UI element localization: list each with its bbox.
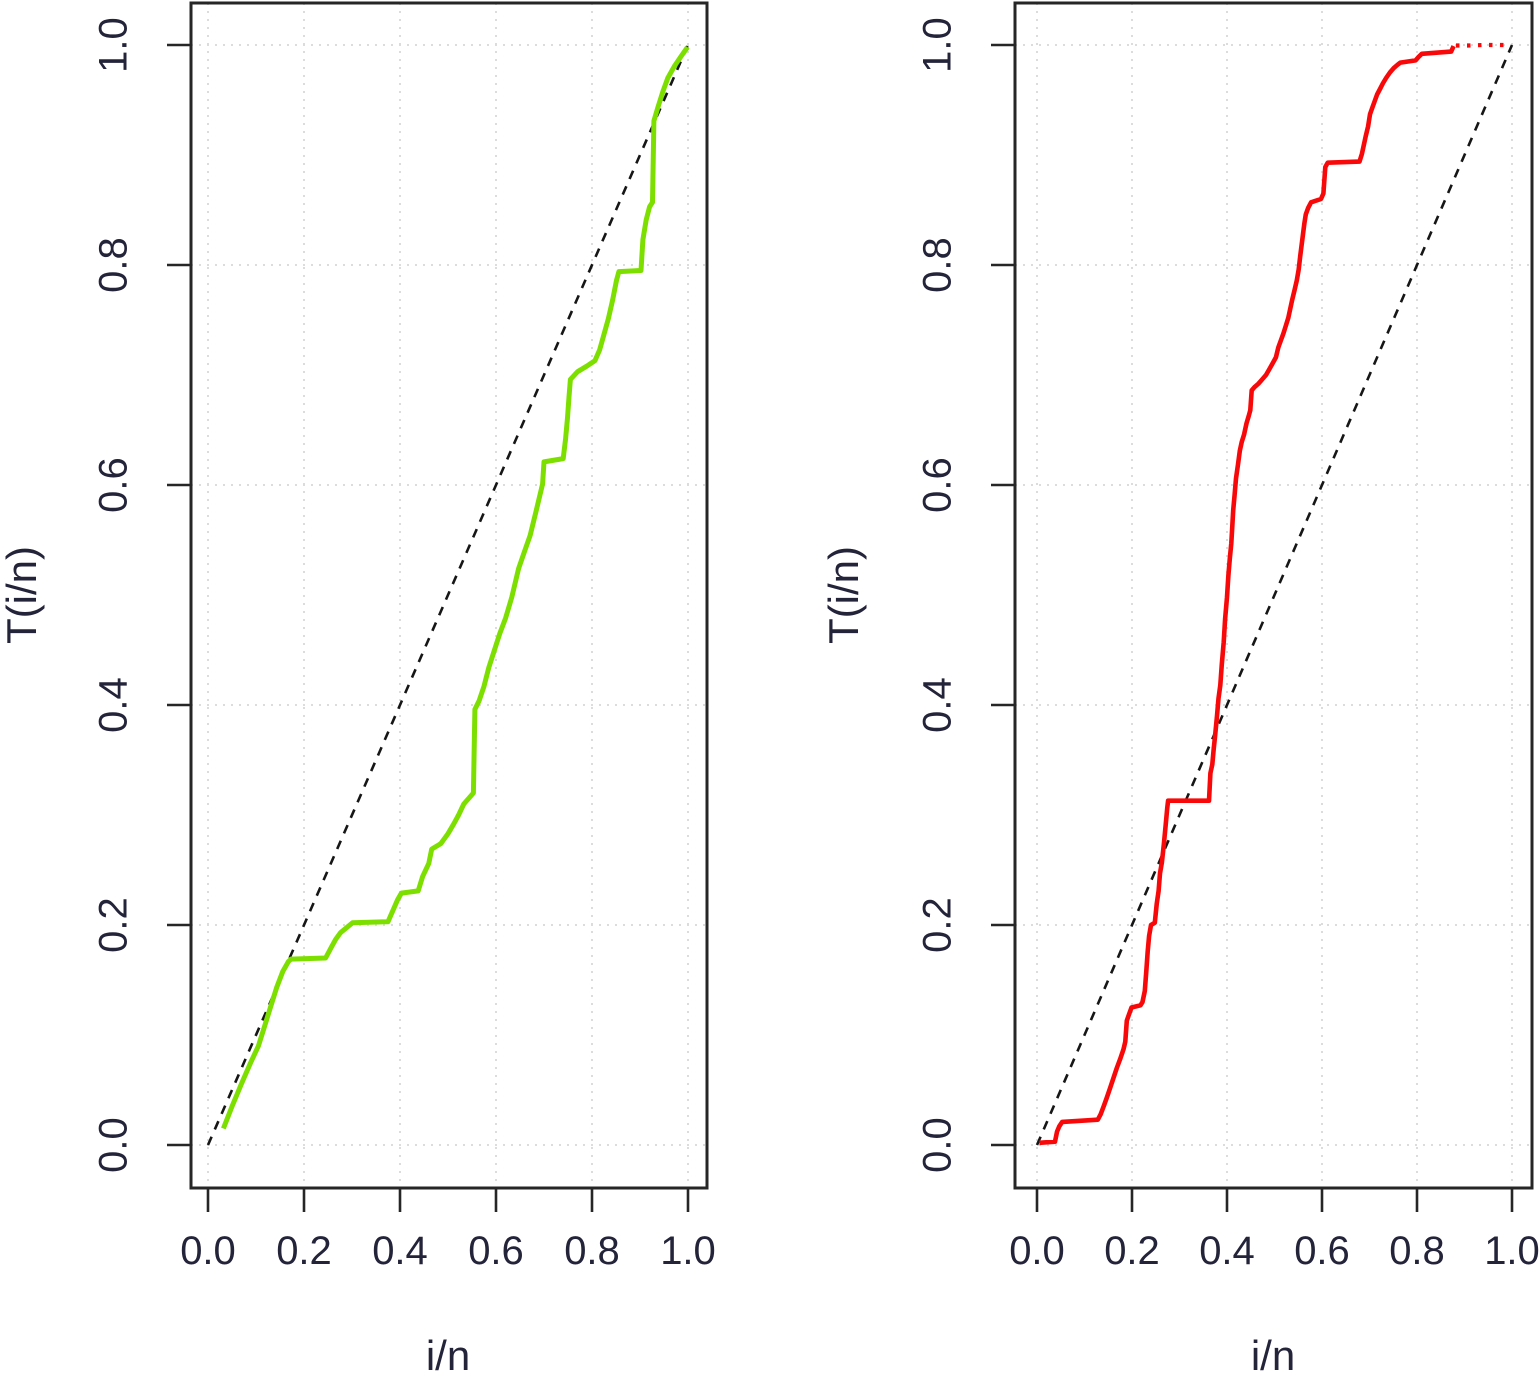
x-tick-label: 0.6 bbox=[1294, 1229, 1350, 1273]
reference-diagonal bbox=[1035, 44, 1514, 1146]
panel-left: 0.0 0.2 0.4 0.6 0.8 1.0 0.0 0.2 0.4 0.6 0.8 1.0 i/n T… bbox=[0, 1, 716, 1379]
y-axis-title: T(i/n) bbox=[820, 546, 867, 644]
y-tick-label: 0.2 bbox=[916, 897, 960, 953]
x-tick-label: 1.0 bbox=[660, 1229, 716, 1273]
x-tick-label: 0.2 bbox=[1104, 1229, 1160, 1273]
y-tick-label: 1.0 bbox=[92, 17, 136, 73]
y-tick-label: 0.8 bbox=[916, 237, 960, 293]
axis-ticks bbox=[167, 43, 690, 1212]
y-tick-label: 0.8 bbox=[92, 237, 136, 293]
x-tick-label: 1.0 bbox=[1484, 1229, 1540, 1273]
plot-frame bbox=[189, 1, 709, 1190]
y-tick-label: 1.0 bbox=[916, 17, 960, 73]
x-tick-label: 0.2 bbox=[276, 1229, 332, 1273]
y-tick-label: 0.0 bbox=[916, 1117, 960, 1173]
x-axis-title: i/n bbox=[1251, 1332, 1295, 1379]
y-axis-title: T(i/n) bbox=[0, 546, 45, 644]
y-tick-label: 0.4 bbox=[92, 677, 136, 733]
x-tick-label: 0.8 bbox=[1389, 1229, 1445, 1273]
ttt-curve-red bbox=[1039, 45, 1456, 1146]
ttt-curve-green bbox=[221, 45, 690, 1130]
x-tick-label: 0.8 bbox=[564, 1229, 620, 1273]
y-tick-label: 0.2 bbox=[92, 897, 136, 953]
y-tick-label: 0.4 bbox=[916, 677, 960, 733]
y-tick-label: 0.6 bbox=[916, 457, 960, 513]
x-tick-label: 0.4 bbox=[1199, 1229, 1255, 1273]
x-tick-label: 0.4 bbox=[372, 1229, 428, 1273]
x-axis-title: i/n bbox=[426, 1332, 470, 1379]
plot-frame bbox=[1013, 1, 1534, 1190]
x-tick-label: 0.0 bbox=[1009, 1229, 1065, 1273]
y-tick-label: 0.6 bbox=[92, 457, 136, 513]
y-tick-label: 0.0 bbox=[92, 1117, 136, 1173]
axis-ticks bbox=[991, 43, 1514, 1212]
grid-left bbox=[191, 3, 707, 1188]
x-tick-label: 0.0 bbox=[180, 1229, 236, 1273]
panel-right: 0.0 0.2 0.4 0.6 0.8 1.0 0.0 0.2 0.4 0.6 0.8 1.0 i/n T… bbox=[820, 1, 1540, 1379]
x-tick-label: 0.6 bbox=[468, 1229, 524, 1273]
reference-diagonal bbox=[206, 44, 690, 1146]
